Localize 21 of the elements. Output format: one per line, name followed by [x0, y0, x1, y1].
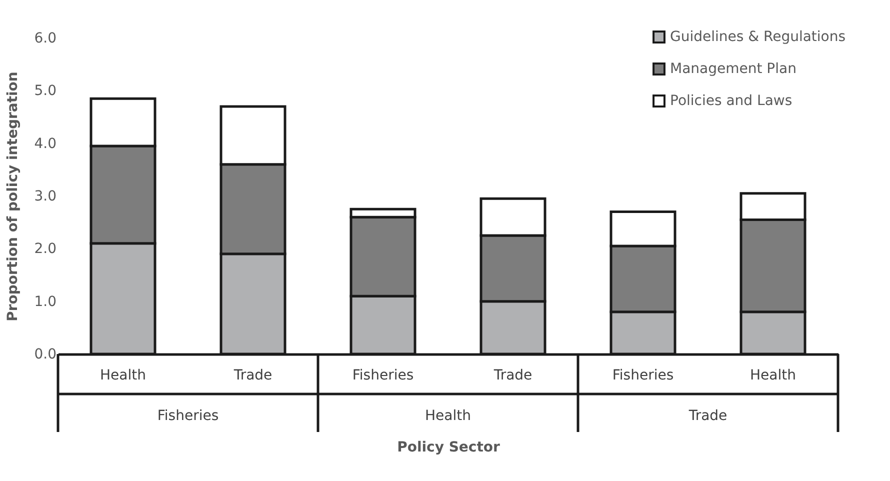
x-tick-label: Fisheries: [352, 368, 414, 384]
y-tick-label: 6.0: [34, 30, 56, 46]
y-tick-label: 2.0: [34, 241, 56, 258]
legend-label: Management Plan: [670, 61, 796, 77]
x-axis-title: Policy Sector: [397, 440, 500, 456]
x-tick-label: Trade: [232, 368, 272, 384]
text: Fisheries: [157, 408, 219, 424]
y-tick-label: 0.0: [34, 346, 56, 362]
x-tick-label: Trade: [492, 368, 532, 384]
x-tick-label: Health: [750, 368, 796, 384]
text: Trade: [688, 408, 728, 424]
y-tick-label: 3.0: [34, 188, 56, 204]
y-tick-label: 4.0: [34, 136, 56, 152]
x-tick-label: Health: [100, 368, 146, 384]
y-axis-title: Proportion of policy integration: [5, 72, 22, 322]
x-tick-label: Fisheries: [612, 368, 674, 384]
text: Health: [425, 408, 471, 424]
y-tick-label: 5.0: [34, 83, 56, 100]
y-tick-label: 1.0: [34, 294, 56, 310]
legend-label: Policies and Laws: [670, 93, 792, 109]
legend-label: Guidelines & Regulations: [670, 29, 846, 45]
